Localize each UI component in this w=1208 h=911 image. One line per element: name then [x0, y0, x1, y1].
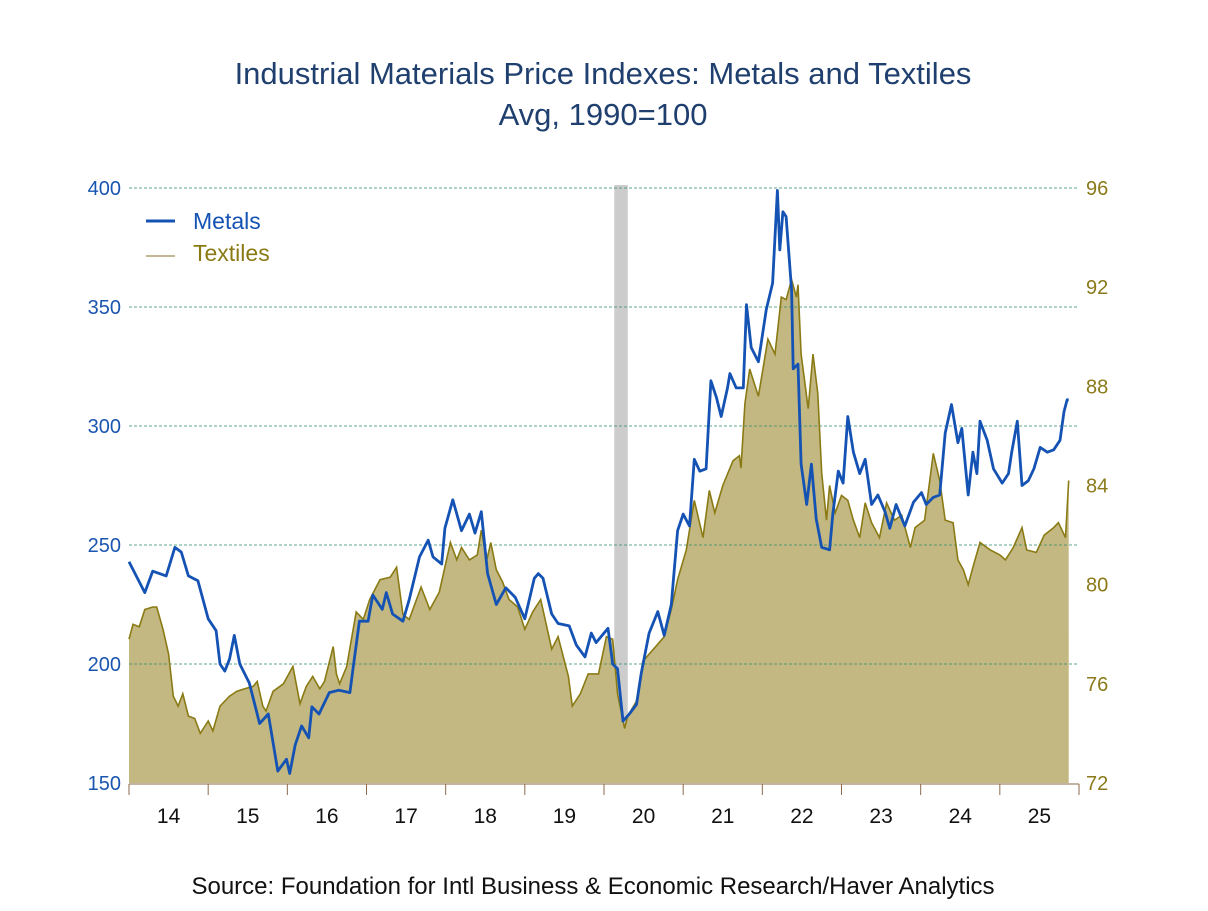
recession-band: [614, 185, 628, 783]
x-tick-label: 20: [632, 805, 655, 828]
metals-line: [127, 189, 1069, 775]
gridlines: [129, 187, 1077, 665]
right-tick-label: 84: [1086, 476, 1108, 498]
x-tick-label: 21: [711, 805, 734, 828]
left-tick-label: 200: [88, 654, 121, 676]
x-tick-label: 19: [553, 805, 576, 828]
axes: 14 15 16 17 18 19 20 21 22 23 24 25 400 350 300 250 200 1…: [88, 178, 1109, 828]
legend: Metals Textiles: [146, 208, 270, 266]
textiles-area: [129, 279, 1069, 783]
right-tick-label: 72: [1086, 773, 1108, 795]
right-tick-label: 80: [1086, 575, 1108, 597]
right-tick-label: 88: [1086, 376, 1108, 398]
left-tick-label: 250: [88, 535, 121, 557]
source-note: Source: Foundation for Intl Business & E…: [191, 873, 994, 900]
right-tick-label: 92: [1086, 277, 1108, 299]
chart-subtitle: Avg, 1990=100: [499, 97, 708, 132]
right-tick-label: 76: [1086, 674, 1108, 696]
x-tick-label: 22: [790, 805, 813, 828]
x-tick-label: 16: [315, 805, 338, 828]
x-tick-label: 15: [236, 805, 259, 828]
left-tick-label: 350: [88, 297, 121, 319]
chart-title: Industrial Materials Price Indexes: Meta…: [235, 56, 972, 91]
x-tick-label: 23: [869, 805, 892, 828]
left-tick-label: 150: [88, 773, 121, 795]
legend-metals-label: Metals: [193, 208, 261, 234]
x-tick-label: 24: [949, 805, 973, 828]
left-tick-label: 400: [88, 178, 121, 200]
x-tick-label: 17: [394, 805, 417, 828]
x-tick-label: 14: [157, 805, 181, 828]
x-tick-label: 18: [474, 805, 497, 828]
recession-shading: [614, 185, 628, 783]
right-tick-label: 96: [1086, 178, 1108, 200]
series-layer: [127, 187, 1077, 783]
legend-textiles-label: Textiles: [193, 240, 270, 266]
x-tick-label: 25: [1028, 805, 1051, 828]
left-tick-label: 300: [88, 416, 121, 438]
